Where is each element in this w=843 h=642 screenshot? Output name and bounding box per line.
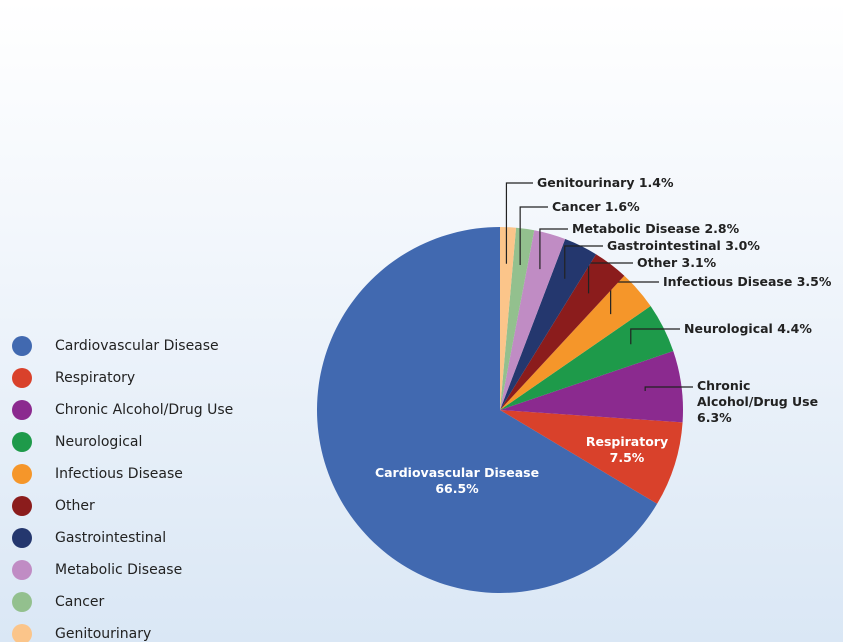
- data-label-name: Genitourinary: [537, 175, 635, 190]
- legend-label: Gastrointestinal: [55, 530, 167, 546]
- leader-line: [519, 206, 548, 265]
- legend-swatch: [12, 560, 32, 580]
- data-label: Cardiovascular Disease 66.5%: [375, 465, 539, 497]
- data-label-name: Other: [637, 255, 678, 270]
- data-label-value: 1.4%: [638, 175, 674, 190]
- data-label: Respiratory 7.5%: [586, 434, 668, 466]
- pie-slice: [500, 230, 566, 410]
- legend-label: Respiratory: [55, 370, 136, 386]
- legend-swatch: [12, 592, 32, 612]
- data-label-value: 3.5%: [796, 274, 832, 289]
- legend-swatch: [12, 464, 32, 484]
- legend-label: Genitourinary: [55, 626, 152, 642]
- legend-swatch: [12, 496, 32, 516]
- leader-line: [505, 182, 533, 264]
- data-label: Cancer 1.6%: [552, 199, 640, 215]
- legend-label: Other: [55, 498, 95, 514]
- legend-swatch: [12, 528, 32, 548]
- legend-swatch: [12, 336, 32, 356]
- pie-slice: [500, 254, 625, 410]
- legend-label: Neurological: [55, 434, 143, 450]
- data-label-name: Infectious Disease: [663, 274, 793, 289]
- pie-slice: [500, 410, 683, 504]
- legend-swatch: [12, 400, 32, 420]
- data-label-value: 3.1%: [681, 255, 717, 270]
- legend-swatch: [12, 432, 32, 452]
- data-label: Other 3.1%: [637, 255, 716, 271]
- data-label-value: 2.8%: [704, 221, 740, 236]
- data-label: Metabolic Disease 2.8%: [572, 221, 739, 237]
- data-label-name: Neurological: [684, 321, 773, 336]
- pie-slice: [500, 238, 597, 410]
- legend-label: Metabolic Disease: [55, 562, 183, 578]
- pie-slice: [500, 227, 517, 410]
- data-label: Infectious Disease 3.5%: [663, 274, 831, 290]
- leader-line: [539, 228, 568, 270]
- data-label-name: Cancer: [552, 199, 601, 214]
- data-label-value: 3.0%: [725, 238, 760, 253]
- legend-label: Cardiovascular Disease: [55, 338, 219, 354]
- leader-line: [644, 386, 693, 391]
- data-label-name: Respiratory: [585, 434, 669, 449]
- data-label: Genitourinary 1.4%: [537, 175, 674, 191]
- data-label-value: 1.6%: [604, 199, 640, 214]
- pie-slice: [316, 227, 658, 594]
- data-label-name: Cardiovascular Disease: [374, 465, 540, 480]
- pie-slice: [500, 227, 535, 410]
- pie-slice: [500, 306, 674, 410]
- pie-slice: [500, 275, 651, 410]
- leader-line: [564, 245, 603, 279]
- data-label-name: Gastrointestinal: [607, 238, 721, 253]
- legend-label: Infectious Disease: [55, 466, 183, 482]
- data-label: Gastrointestinal 3.0%: [607, 238, 760, 254]
- data-label-name: Chronic Alcohol/Drug Use: [697, 378, 819, 409]
- pie-slice: [500, 351, 683, 423]
- data-label-value: 66.5%: [435, 481, 479, 496]
- legend-label: Cancer: [55, 594, 105, 610]
- legend-label: Chronic Alcohol/Drug Use: [55, 402, 234, 418]
- legend-swatch: [12, 368, 32, 388]
- data-label-name: Metabolic Disease: [572, 221, 701, 236]
- data-label-value: 6.3%: [697, 410, 732, 425]
- data-label: Chronic Alcohol/Drug Use 6.3%: [697, 378, 837, 426]
- data-label: Neurological 4.4%: [684, 321, 812, 337]
- data-label-value: 7.5%: [609, 450, 645, 465]
- legend-swatch: [12, 624, 32, 642]
- data-label-value: 4.4%: [777, 321, 812, 336]
- leader-line: [630, 328, 680, 345]
